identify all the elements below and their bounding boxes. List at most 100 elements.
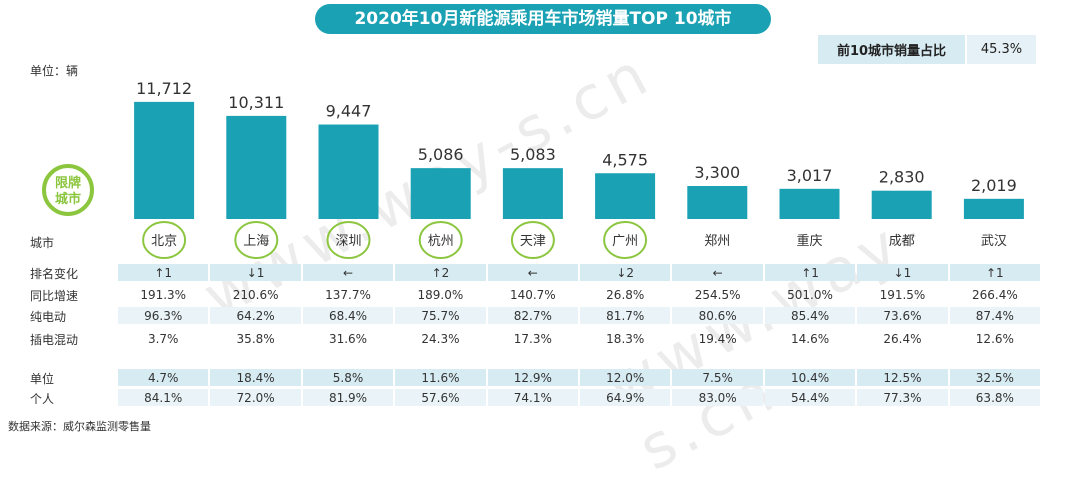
table-cell: ↑1: [949, 264, 1041, 281]
value-label: 5,086: [418, 145, 464, 164]
table-cell: 75.7%: [395, 307, 486, 324]
table-cell: 26.8%: [606, 287, 645, 302]
table-cell: 191.3%: [140, 287, 187, 302]
share-label: 前10城市销量占比: [818, 35, 965, 64]
restricted-ring-上海: [234, 221, 279, 259]
table-cell: 10.4%: [764, 369, 856, 386]
row-label: 同比增速: [30, 289, 79, 303]
table-cell: 14.6%: [790, 331, 830, 346]
table-cell: ↓2: [580, 264, 671, 281]
bar-重庆: [779, 188, 840, 219]
bar-广州: [595, 173, 656, 219]
restricted-label-line1: 限牌: [55, 175, 81, 191]
table-cell: 191.5%: [879, 287, 926, 302]
category-label: 北京: [151, 234, 177, 249]
table-row: 4.7% 18.4% 5.8% 11.6% 12.9% 12.0% 7.5% 10.4% 12.…: [118, 369, 1041, 386]
value-label: 2,830: [879, 168, 925, 187]
table-cell: 19.4%: [698, 331, 737, 346]
table-cell: 137.7%: [325, 287, 371, 302]
table-cell: 82.7%: [487, 307, 579, 324]
bar-深圳: [318, 124, 379, 219]
table-cell: 81.9%: [302, 389, 394, 406]
restricted-ring-广州: [603, 221, 648, 259]
category-label: 成都: [889, 234, 915, 249]
restricted-city-badge: 限牌 城市: [42, 164, 94, 216]
value-label: 11,712: [136, 79, 192, 98]
table-row: 191.3% 210.6% 137.7% 189.0% 140.7% 26.8% 254.5…: [118, 286, 1040, 303]
table-cell: 68.4%: [302, 307, 394, 324]
value-label: 9,447: [326, 102, 372, 121]
table-cell: ↓1: [857, 264, 948, 281]
restricted-label-line2: 城市: [55, 191, 81, 207]
table-cell: 54.4%: [764, 389, 856, 406]
table-cell: 12.6%: [975, 331, 1014, 346]
table-cell: 12.5%: [857, 369, 948, 386]
bar-杭州: [410, 168, 471, 219]
table-cell: 3.7%: [147, 331, 179, 346]
category-label: 上海: [243, 234, 269, 249]
restricted-ring-天津: [510, 221, 555, 259]
table-cell: ↑1: [764, 264, 856, 281]
table-cell: 32.5%: [949, 369, 1041, 386]
value-label: 10,311: [228, 93, 284, 112]
table-cell: 87.4%: [949, 307, 1041, 324]
table-cell: 266.4%: [971, 287, 1018, 302]
category-label: 杭州: [428, 234, 454, 249]
table-cell: 57.6%: [395, 389, 486, 406]
table-cell: 12.0%: [580, 369, 671, 386]
city-row-label: 城市: [30, 236, 55, 250]
table-cell: 24.3%: [421, 331, 460, 346]
category-label: 郑州: [704, 234, 730, 249]
bar-chart: 11,712 北京 10,311 上海 9,447 深圳 5,086 杭州 5,083 天津 4,5…: [134, 79, 1024, 259]
table-cell: 501.0%: [787, 287, 833, 302]
table-cell: 189.0%: [417, 287, 464, 302]
row-label: 个人: [30, 392, 55, 406]
table-row: 3.7% 35.8% 31.6% 24.3% 17.3% 18.3% 19.4% 14.6% 2…: [118, 330, 1040, 347]
source-note: 数据来源：威尔森监测零售量: [8, 420, 151, 433]
restricted-ring-北京: [142, 221, 187, 259]
table-cell: ←: [672, 264, 763, 281]
category-label: 深圳: [335, 234, 361, 249]
value-label: 4,575: [602, 150, 648, 169]
table-cell: 31.6%: [328, 331, 368, 346]
table-cell: 4.7%: [118, 369, 209, 386]
table-cell: 85.4%: [764, 307, 856, 324]
table-cell: ↑2: [395, 264, 486, 281]
table-cell: ↑1: [118, 264, 209, 281]
bar-成都: [871, 190, 932, 219]
table-cell: 18.4%: [210, 369, 301, 386]
category-label: 天津: [520, 234, 546, 249]
table-cell: 84.1%: [118, 389, 209, 406]
bar-上海: [226, 115, 287, 219]
table-cell: 74.1%: [487, 389, 579, 406]
category-label: 广州: [612, 234, 638, 249]
row-label: 排名变化: [30, 267, 79, 281]
unit-label: 单位：辆: [30, 64, 79, 78]
table-cell: 26.4%: [883, 331, 922, 346]
table-cell: 80.6%: [672, 307, 763, 324]
table-cell: 63.8%: [949, 389, 1041, 406]
restricted-ring-杭州: [418, 221, 463, 259]
table-cell: 140.7%: [509, 287, 556, 302]
table-cell: 72.0%: [210, 389, 301, 406]
table-cell: 81.7%: [580, 307, 671, 324]
bar-天津: [502, 168, 563, 219]
chart-title: 2020年10月新能源乘用车市场销量TOP 10城市: [315, 4, 771, 34]
table-cell: 5.8%: [302, 369, 394, 386]
bar-北京: [134, 101, 195, 219]
table-cell: 77.3%: [857, 389, 948, 406]
table-cell: 11.6%: [395, 369, 486, 386]
table-cell: ←: [487, 264, 579, 281]
table-row: 96.3% 64.2% 68.4% 75.7% 82.7% 81.7% 80.6% 85.4%…: [118, 307, 1041, 324]
share-value: 45.3%: [967, 35, 1036, 64]
table-row: ↑1 ↓1 ← ↑2 ← ↓2 ← ↑1 ↓1 ↑1: [118, 264, 1041, 281]
category-label: 武汉: [981, 234, 1007, 249]
value-label: 5,083: [510, 145, 556, 164]
value-label: 2,019: [971, 176, 1017, 195]
value-label: 3,300: [694, 163, 740, 182]
table-cell: 96.3%: [118, 307, 209, 324]
table-cell: 254.5%: [694, 287, 741, 302]
table-cell: 12.9%: [487, 369, 579, 386]
table-cell: 7.5%: [672, 369, 763, 386]
value-label: 3,017: [787, 166, 833, 185]
